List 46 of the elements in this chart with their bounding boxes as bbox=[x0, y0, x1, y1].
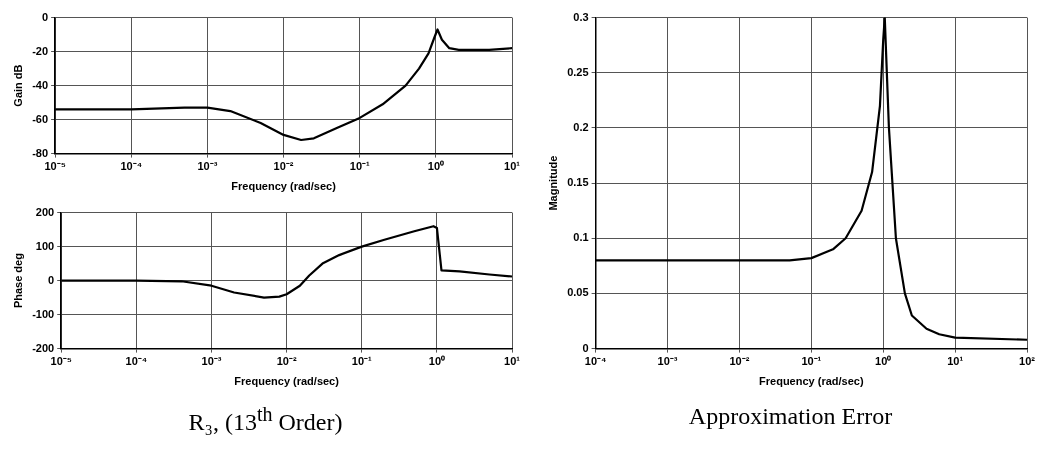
y-tick-label: 0.05 bbox=[567, 286, 589, 299]
y-tick-label: 0.15 bbox=[567, 176, 589, 189]
y-tick-label: 0 bbox=[41, 10, 49, 23]
x-tick-label: 10⁻⁵ bbox=[50, 355, 72, 368]
x-tick-label: 10² bbox=[1019, 355, 1036, 368]
y-tick-label: 0.2 bbox=[573, 120, 589, 133]
x-tick-label: 10⁻⁵ bbox=[44, 160, 66, 173]
x-tick-label: 10⁻³ bbox=[197, 160, 218, 173]
y-tick-label: 100 bbox=[35, 239, 55, 252]
x-tick-label: 10⁻³ bbox=[657, 355, 678, 368]
y-tick-label: -20 bbox=[32, 44, 49, 57]
x-tick-label: 10¹ bbox=[504, 160, 521, 173]
y-tick-label: 0.3 bbox=[573, 10, 589, 23]
x-tick-label: 10⁻³ bbox=[201, 355, 222, 368]
x-tick-label: 10⁰ bbox=[875, 355, 892, 368]
y-tick-label: -200 bbox=[32, 341, 55, 354]
y-tick-label: -40 bbox=[32, 78, 49, 91]
y-axis-title: Phase deg bbox=[11, 253, 24, 309]
x-tick-label: 10¹ bbox=[947, 355, 964, 368]
text: Approximation Error bbox=[687, 403, 894, 430]
x-tick-label: 10⁻⁴ bbox=[120, 160, 143, 173]
x-tick-label: 10⁰ bbox=[428, 355, 446, 368]
y-axis-title: Gain dB bbox=[11, 64, 24, 107]
x-axis-title: Frequency (rad/sec) bbox=[759, 375, 864, 388]
x-axis-title: Frequency (rad/sec) bbox=[234, 375, 340, 388]
y-tick-label: -100 bbox=[32, 307, 55, 320]
x-tick-label: 10⁻⁴ bbox=[125, 355, 148, 368]
y-tick-label: 200 bbox=[35, 205, 55, 218]
y-tick-label: -80 bbox=[32, 146, 49, 159]
x-tick-label: 10⁻¹ bbox=[349, 160, 371, 173]
x-tick-label: 10⁻¹ bbox=[801, 355, 822, 368]
x-tick-label: 10⁻¹ bbox=[351, 355, 373, 368]
x-tick-label: 10⁻² bbox=[729, 355, 750, 368]
x-tick-label: 10⁻² bbox=[276, 355, 297, 368]
y-tick-label: 0.1 bbox=[573, 231, 589, 244]
x-axis-title: Frequency (rad/sec) bbox=[231, 180, 337, 193]
x-tick-label: 10⁻⁴ bbox=[584, 355, 607, 368]
y-tick-label: 0.25 bbox=[567, 65, 589, 78]
x-tick-label: 10⁰ bbox=[427, 160, 445, 173]
text: R₃, (13$^{th}$ Order) bbox=[187, 403, 344, 436]
x-tick-label: 10¹ bbox=[504, 355, 521, 368]
x-tick-label: 10⁻² bbox=[273, 160, 294, 173]
y-axis-title: Magnitude bbox=[546, 155, 559, 211]
y-tick-label: 0 bbox=[582, 341, 589, 354]
y-tick-label: -60 bbox=[32, 112, 49, 125]
y-tick-label: 0 bbox=[48, 273, 55, 286]
